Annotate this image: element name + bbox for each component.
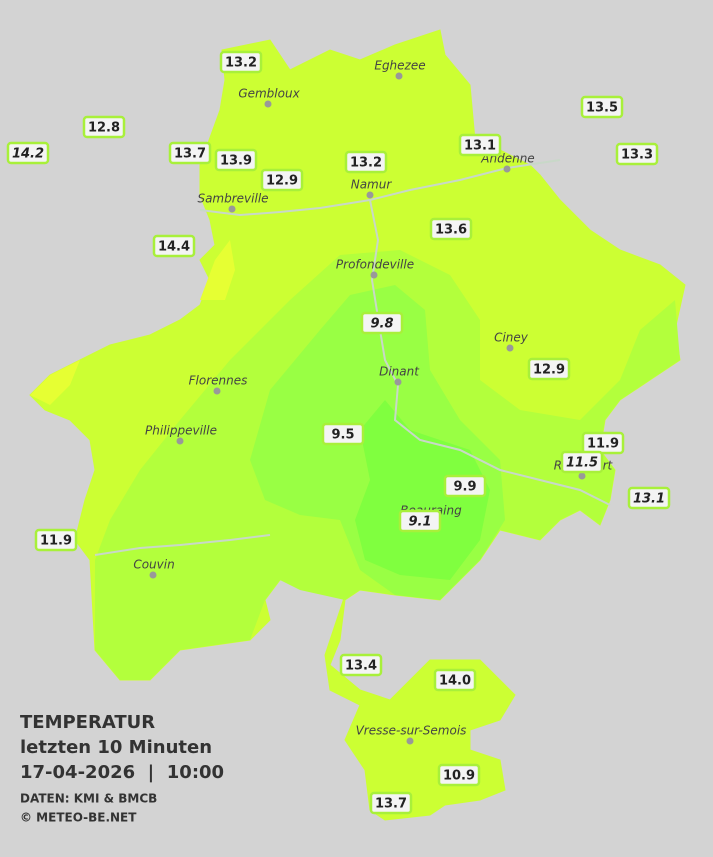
station-value: 13.7 xyxy=(375,797,407,812)
city-dot xyxy=(149,571,157,579)
city-dot xyxy=(370,271,378,279)
station-box xyxy=(398,509,442,533)
station-value: 14.0 xyxy=(439,674,471,689)
station-value: 11.5 xyxy=(566,456,598,471)
station-box xyxy=(443,474,487,498)
city-dot xyxy=(406,737,414,745)
station-box xyxy=(437,763,481,787)
station-value: 12.8 xyxy=(88,121,120,136)
city-label: Namur xyxy=(351,178,393,192)
city-dot xyxy=(228,205,236,213)
station-box xyxy=(339,653,383,677)
city-dot xyxy=(503,165,511,173)
station-box xyxy=(433,668,477,692)
station-value: 9.5 xyxy=(331,428,354,443)
station-box xyxy=(627,486,671,510)
city-label: Gembloux xyxy=(238,87,300,101)
city-dot xyxy=(395,72,403,80)
station-value: 13.2 xyxy=(225,56,257,71)
station-box xyxy=(429,217,473,241)
city-label: Dinant xyxy=(379,365,420,379)
station-value: 13.4 xyxy=(345,659,377,674)
stations: 13.2 12.8 14.2 13.7 13.9 12.9 13.2 13.1 13.5 13.3… xyxy=(6,50,671,815)
station-value: 14.2 xyxy=(12,147,44,162)
station-box xyxy=(321,422,365,446)
station-value: 9.1 xyxy=(408,515,431,530)
city-label: Ciney xyxy=(494,331,529,345)
station-box xyxy=(369,791,413,815)
city-dot xyxy=(264,100,272,108)
title: TEMPERATUR xyxy=(20,712,155,733)
river xyxy=(94,159,611,556)
credit: © METEO-BE.NET xyxy=(20,811,137,825)
city-label: Sambreville xyxy=(197,192,268,206)
city-label: Vresse-sur-Semois xyxy=(356,724,467,738)
datetime: 17-04-2026 | 10:00 xyxy=(20,762,224,783)
station-box xyxy=(260,168,304,192)
city-dot xyxy=(213,387,221,395)
station-value: 14.4 xyxy=(158,240,190,255)
city-label: Florennes xyxy=(189,374,248,388)
city-dot xyxy=(394,378,402,386)
station-box xyxy=(219,50,263,74)
station-box xyxy=(615,142,659,166)
station-value: 13.6 xyxy=(435,223,467,238)
station-box xyxy=(580,95,624,119)
city-label: Profondeville xyxy=(336,258,414,272)
station-box xyxy=(581,431,625,455)
warm-zone xyxy=(30,240,235,405)
station-box xyxy=(6,141,50,165)
city-dot xyxy=(506,344,514,352)
station-box xyxy=(214,148,258,172)
subtitle: letzten 10 Minuten xyxy=(20,737,212,758)
station-box xyxy=(168,141,212,165)
station-value: 9.8 xyxy=(370,317,393,332)
station-value: 11.9 xyxy=(587,437,619,452)
city-dot xyxy=(176,437,184,445)
station-value: 13.9 xyxy=(220,154,252,169)
station-box xyxy=(34,528,78,552)
station-value: 13.3 xyxy=(621,148,653,163)
station-value: 9.9 xyxy=(453,480,476,495)
station-value: 11.9 xyxy=(40,534,72,549)
station-value: 13.2 xyxy=(350,156,382,171)
station-value: 13.1 xyxy=(464,139,496,154)
city-label: Eghezee xyxy=(374,59,425,73)
station-box xyxy=(360,311,404,335)
source: DATEN: KMI & BMCB xyxy=(20,792,157,806)
station-value: 13.5 xyxy=(586,101,618,116)
city-dot xyxy=(578,472,586,480)
station-box xyxy=(458,133,502,157)
station-value: 13.1 xyxy=(633,492,665,507)
station-box xyxy=(82,115,126,139)
station-box xyxy=(560,450,604,474)
station-value: 13.7 xyxy=(174,147,206,162)
station-box xyxy=(152,234,196,258)
city-label: Couvin xyxy=(133,558,174,572)
station-value: 12.9 xyxy=(266,174,298,189)
city-dot xyxy=(366,191,374,199)
station-value: 12.9 xyxy=(533,363,565,378)
cold-zone xyxy=(355,400,490,580)
station-value: 10.9 xyxy=(443,769,475,784)
station-box xyxy=(527,357,571,381)
station-box xyxy=(344,150,388,174)
city-label: Philippeville xyxy=(145,424,217,438)
